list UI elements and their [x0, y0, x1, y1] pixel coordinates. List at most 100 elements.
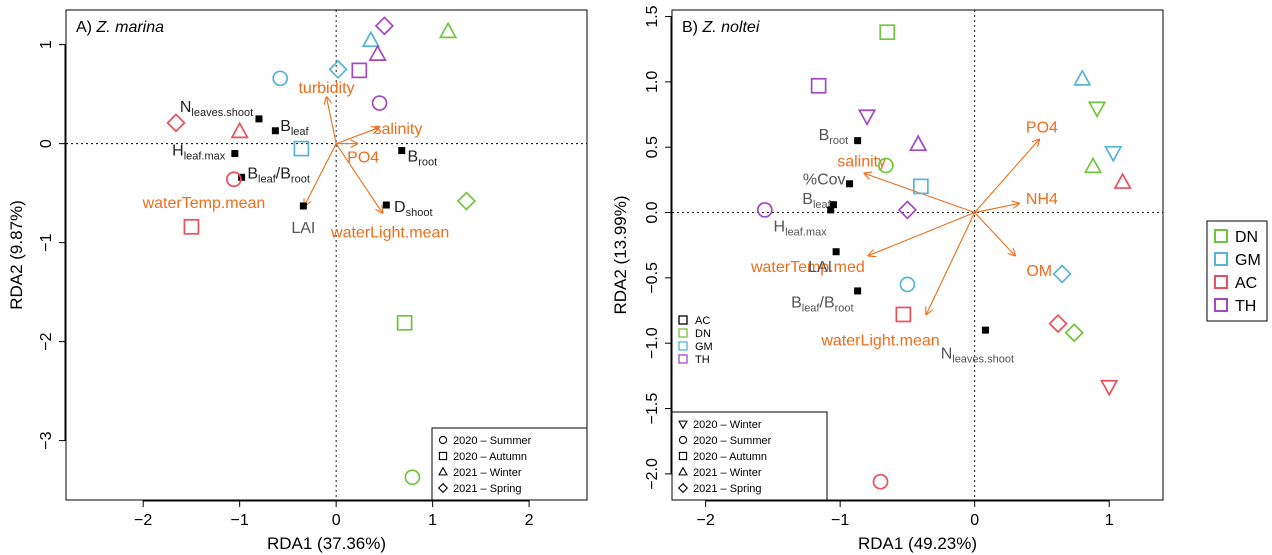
- sample-point-gm: [913, 178, 929, 195]
- response-label-sub: leaves.shoot: [191, 107, 253, 119]
- site-legend-label: GM: [1235, 252, 1261, 269]
- response-label-sub: leaves.shoot: [952, 353, 1014, 365]
- sample-point-dn: [404, 469, 421, 486]
- env-arrow-label: waterLight.mean: [820, 332, 939, 349]
- inner-legend-label: GM: [695, 341, 713, 353]
- y-tick-label: 0: [38, 139, 55, 148]
- y-axis-title: RDA2 (9.87%): [7, 200, 26, 310]
- response-label: Nleaves.shoot: [180, 99, 253, 119]
- sample-point-th: [351, 62, 368, 79]
- response-label-main: B: [791, 294, 802, 311]
- response-label-main: B: [802, 191, 813, 208]
- shape-legend-symbol: [678, 435, 688, 445]
- sample-point-ac: [226, 171, 242, 188]
- response-label-main: N: [180, 99, 192, 116]
- plot-frame: [671, 9, 1164, 501]
- sample-point-gm: [899, 276, 916, 293]
- sample-point-ac: [166, 113, 186, 133]
- sample-point-dn: [1087, 101, 1107, 119]
- shape-legend-symbol: [678, 466, 688, 476]
- response-label: Hleaf.max: [172, 143, 226, 163]
- sample-point-dn: [1064, 323, 1084, 343]
- response-point: [829, 201, 837, 209]
- response-label: LAI: [808, 259, 832, 276]
- response-label-sub: leaf: [802, 302, 821, 314]
- sample-point-th: [371, 95, 388, 111]
- response-label: Bleaf: [280, 118, 309, 138]
- shape-legend-label: 2021 – Winter: [693, 467, 762, 479]
- response-label-main2: /B: [820, 294, 835, 311]
- response-point: [832, 248, 840, 256]
- inner-legend-label: DN: [695, 328, 711, 340]
- env-arrow-label: PO4: [347, 150, 379, 167]
- sample-point-th: [368, 44, 387, 61]
- panel-z-marina: −2 −1 0 1 2 −3 −2 −1 0 1 RDA1 (37.36%) RDA2 (9.87%)…: [7, 9, 588, 553]
- sample-point-gm: [293, 140, 310, 157]
- site-legend-symbol-gm: [1214, 252, 1228, 266]
- response-point: [238, 173, 246, 181]
- response-point: [255, 115, 263, 123]
- panel-title-species: Z. noltei: [701, 19, 759, 36]
- panel-title-prefix: B): [682, 19, 702, 36]
- env-arrow-label: turbidity: [298, 80, 354, 97]
- y-axis-title: RDA2 (13.99%): [611, 195, 630, 314]
- sample-point-ac: [183, 218, 200, 235]
- env-arrow: [974, 212, 1015, 256]
- env-arrow-label: NH4: [1026, 191, 1058, 208]
- response-point: [846, 180, 854, 188]
- shape-legend-symbol: [437, 482, 449, 494]
- y-tick-label: 1.0: [644, 71, 661, 93]
- y-tick-label: −0.5: [644, 262, 661, 294]
- shape-legend-label: 2020 – Winter: [693, 419, 762, 431]
- shape-legend-symbol: [438, 435, 448, 445]
- response-label: LAI: [291, 220, 315, 237]
- x-tick-label: 0: [332, 512, 341, 529]
- plot-frame: [65, 9, 588, 501]
- shape-legend-label: 2020 – Summer: [693, 435, 772, 447]
- shape-legend-label: 2020 – Autumn: [693, 451, 767, 463]
- sample-point-th: [374, 16, 394, 36]
- sample-point-gm: [1073, 69, 1092, 86]
- site-legend-symbol-th: [1214, 298, 1228, 312]
- response-label-sub: root: [829, 135, 848, 147]
- response-point: [827, 206, 835, 214]
- shape-legend-symbol: [678, 420, 688, 430]
- sample-point-dn: [878, 157, 894, 174]
- env-arrow: [974, 203, 1019, 214]
- site-legend-label: AC: [1235, 275, 1257, 292]
- shape-legend-symbol: [678, 451, 688, 461]
- y-tick-label: 1: [38, 40, 55, 49]
- env-arrow: [335, 128, 378, 145]
- response-label: Bleaf/Broot: [247, 165, 310, 185]
- panel-z-noltei: −2 −1 0 1 −2.0 −1.5 −1.0 −0.5 0.0 0.5 1.0 1.5 RDA1 (…: [611, 5, 1164, 553]
- sample-point-dn: [456, 191, 477, 211]
- shape-legend-label: 2020 – Autumn: [453, 451, 527, 463]
- sample-point-dn: [396, 314, 413, 331]
- response-label-main: H: [172, 143, 184, 160]
- inner-legend-label: TH: [695, 354, 710, 366]
- response-point: [271, 127, 279, 135]
- panel-title: A) Z. marina: [76, 19, 164, 36]
- sample-point-th: [756, 202, 773, 218]
- response-label: Bleaf: [802, 191, 831, 211]
- sample-point-ac: [895, 306, 912, 323]
- sample-point-gm: [1052, 264, 1072, 284]
- response-label-main: D: [394, 199, 406, 216]
- env-arrow-label: salinity: [837, 153, 886, 170]
- env-arrow: [304, 143, 337, 206]
- site-legend-symbol-ac: [1214, 275, 1228, 289]
- response-point: [382, 201, 390, 209]
- shape-legend-symbol: [438, 451, 448, 461]
- y-tick-label: −1: [38, 233, 55, 251]
- env-arrow: [868, 212, 975, 256]
- response-label-main: H: [774, 219, 786, 236]
- response-point: [854, 137, 862, 145]
- env-arrow-label: waterTemp.mean: [142, 195, 266, 212]
- sample-point-ac: [1048, 313, 1068, 334]
- site-legend-box: [1206, 220, 1268, 322]
- x-tick-label: −1: [231, 512, 249, 529]
- response-label-sub2: root: [291, 173, 310, 185]
- response-label-sub: leaf: [291, 126, 310, 138]
- sample-point-ac: [1100, 379, 1119, 397]
